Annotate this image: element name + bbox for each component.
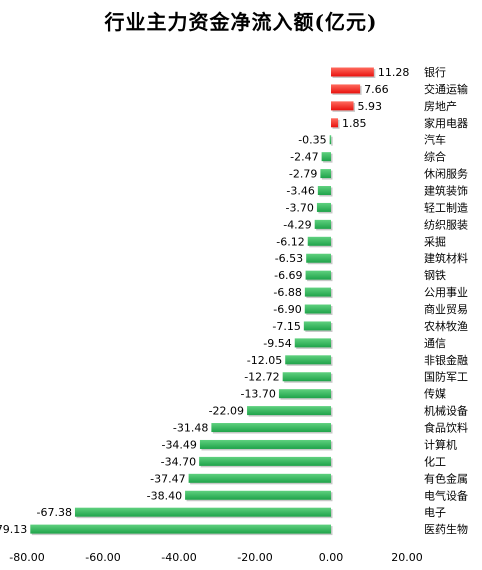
bar: [320, 169, 331, 179]
x-tick-label: -40.00: [161, 551, 196, 564]
category-label: 建筑装饰: [424, 184, 468, 198]
data-label: -22.09: [209, 405, 244, 418]
bar: [331, 67, 374, 77]
category-label: 家用电器: [424, 116, 468, 130]
bar-shadow: [331, 136, 333, 146]
category-label: 纺织服装: [424, 217, 468, 231]
category-label: 休闲服务: [424, 167, 468, 181]
bar: [305, 270, 331, 280]
data-label: -6.53: [275, 252, 303, 265]
x-tick-label: 0.00: [319, 551, 344, 564]
category-label: 电子: [424, 506, 446, 519]
bar: [331, 84, 361, 94]
category-label: 建筑材料: [424, 251, 468, 265]
data-label: -34.70: [161, 455, 196, 468]
category-label: 房地产: [424, 99, 457, 113]
data-label: -6.88: [273, 286, 301, 299]
bar: [321, 152, 331, 162]
data-label: -6.90: [273, 303, 301, 316]
bar: [74, 507, 332, 517]
bar: [199, 456, 331, 466]
data-label: -6.69: [274, 269, 302, 282]
data-label: -12.72: [244, 371, 279, 384]
category-label: 采掘: [424, 234, 446, 248]
data-label: 5.93: [358, 100, 383, 113]
data-label: 1.85: [342, 117, 367, 130]
data-label: -13.70: [240, 388, 275, 401]
data-label: -4.29: [283, 218, 311, 231]
data-label: -6.12: [276, 235, 304, 248]
bar: [282, 372, 331, 382]
category-label: 电气设备: [424, 488, 468, 502]
data-label: -9.54: [263, 337, 291, 350]
category-label: 银行: [424, 65, 446, 79]
bar: [211, 423, 331, 433]
data-label: 11.28: [378, 66, 410, 79]
category-label: 传媒: [424, 388, 446, 401]
bar: [331, 118, 339, 128]
bar: [30, 524, 331, 534]
x-axis: -80.00 -60.00 -40.00 -20.00 0.00 20.00: [9, 551, 422, 564]
bar: [199, 439, 331, 449]
category-label: 汽车: [424, 133, 446, 147]
data-label: -2.47: [290, 151, 318, 164]
data-label: -7.15: [272, 320, 300, 333]
x-tick-label: 20.00: [391, 551, 423, 564]
bar: [285, 355, 331, 365]
chart-title: 行业主力资金净流入额(亿元): [104, 10, 378, 34]
data-label: -0.35: [298, 134, 326, 147]
category-label: 轻工制造: [424, 200, 468, 214]
data-label: 7.66: [364, 83, 389, 96]
data-label: -12.05: [247, 354, 282, 367]
bar: [188, 473, 331, 483]
data-label: -79.13: [0, 523, 27, 536]
data-label: -38.40: [147, 489, 182, 502]
category-label: 交通运输: [424, 82, 468, 96]
bar: [329, 135, 332, 145]
category-label: 商业贸易: [424, 302, 468, 316]
bar: [278, 389, 331, 399]
category-label: 公用事业: [424, 286, 468, 299]
category-label: 国防军工: [424, 370, 468, 384]
bar: [303, 321, 331, 331]
x-tick-label: -60.00: [85, 551, 120, 564]
x-tick-label: -20.00: [237, 551, 272, 564]
data-label: -3.70: [285, 201, 313, 214]
category-label: 食品饮料: [424, 421, 468, 435]
category-label: 农林牧渔: [424, 319, 468, 333]
category-label: 钢铁: [424, 269, 446, 282]
category-label: 机械设备: [424, 404, 468, 418]
bar: [307, 236, 331, 246]
bar: [294, 338, 331, 348]
category-label: 综合: [424, 150, 446, 164]
data-label: -31.48: [173, 422, 208, 435]
bar: [331, 101, 354, 111]
data-label: -37.47: [150, 472, 185, 485]
category-label: 非银金融: [424, 353, 468, 367]
data-label: -2.79: [289, 168, 317, 181]
bar: [306, 253, 331, 263]
bar: [304, 287, 331, 297]
data-label: -34.49: [161, 438, 196, 451]
bars-layer: 11.28 银行 7.66 交通运输 5.93 房地产 1.85 家用电器 -0.35 汽车 -2.…: [0, 65, 468, 536]
category-label: 化工: [424, 454, 446, 468]
x-tick-label: -80.00: [9, 551, 44, 564]
category-label: 通信: [424, 337, 446, 350]
data-label: -67.38: [36, 506, 71, 519]
bar: [316, 202, 331, 212]
category-label: 医药生物: [424, 522, 468, 536]
bar: [247, 406, 331, 416]
bar: [317, 186, 331, 196]
category-label: 有色金属: [424, 471, 468, 485]
category-label: 计算机: [424, 437, 457, 451]
data-label: -3.46: [286, 185, 314, 198]
bar: [304, 304, 331, 314]
bar: [185, 490, 331, 500]
bar: [314, 219, 331, 229]
